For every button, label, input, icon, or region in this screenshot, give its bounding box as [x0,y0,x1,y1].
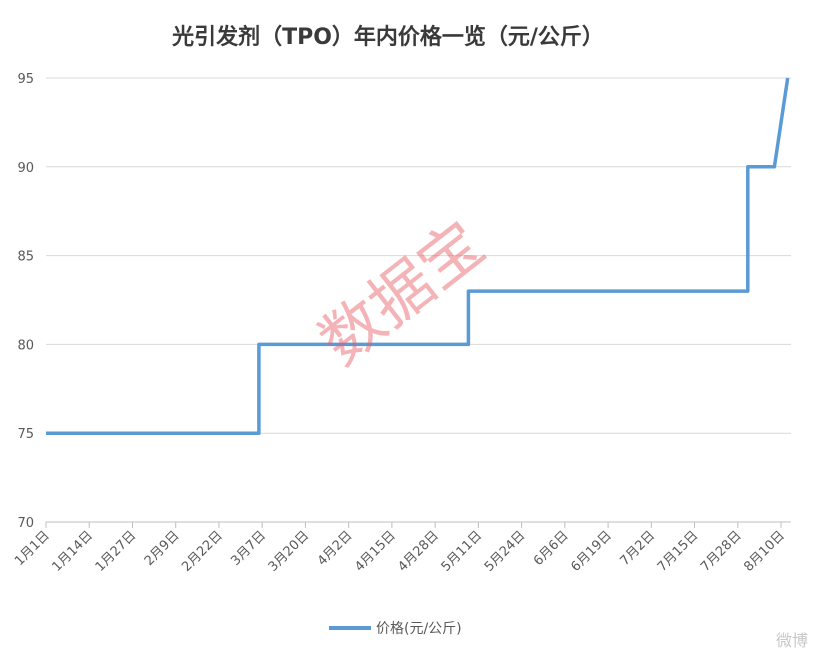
y-tick-label: 95 [17,72,34,87]
y-tick-label: 70 [17,516,34,531]
x-tick-label: 4月28日 [395,528,442,575]
x-tick-label: 1月27日 [93,528,140,575]
x-tick-label: 2月9日 [142,528,183,569]
y-tick-label: 90 [17,161,34,176]
x-tick-label: 3月20日 [266,528,313,575]
chart-title: 光引发剂（TPO）年内价格一览（元/公斤） [171,24,604,50]
x-tick-label: 3月7日 [228,528,269,569]
legend-label: 价格(元/公斤) [376,621,462,637]
x-tick-label: 8月10日 [741,528,788,575]
x-tick-label: 7月28日 [698,528,745,575]
corner-watermark: 微博 [776,631,808,650]
legend: 价格(元/公斤) [329,621,462,637]
y-tick-labels: 70 75 80 85 90 95 [17,72,34,531]
x-tick-label: 2月22日 [179,528,226,575]
y-tick-label: 80 [17,338,34,353]
y-tick-label: 85 [17,250,34,265]
x-tick-label: 5月11日 [439,528,486,575]
x-tick-label: 6月6日 [531,528,572,569]
y-tick-label: 75 [17,427,34,442]
price-series-line [46,77,790,435]
gridlines [46,77,791,434]
axes [45,521,791,528]
x-tick-label: 7月15日 [655,528,702,575]
series-layer [46,77,790,435]
x-tick-label: 4月15日 [352,528,399,575]
x-tick-label: 6月19日 [568,528,615,575]
x-tick-label: 7月2日 [617,528,658,569]
x-tick-label: 1月14日 [50,528,97,575]
x-tick-label: 4月2日 [315,528,356,569]
x-tick-label: 1月1日 [12,528,53,569]
x-tick-label: 5月24日 [482,528,529,575]
